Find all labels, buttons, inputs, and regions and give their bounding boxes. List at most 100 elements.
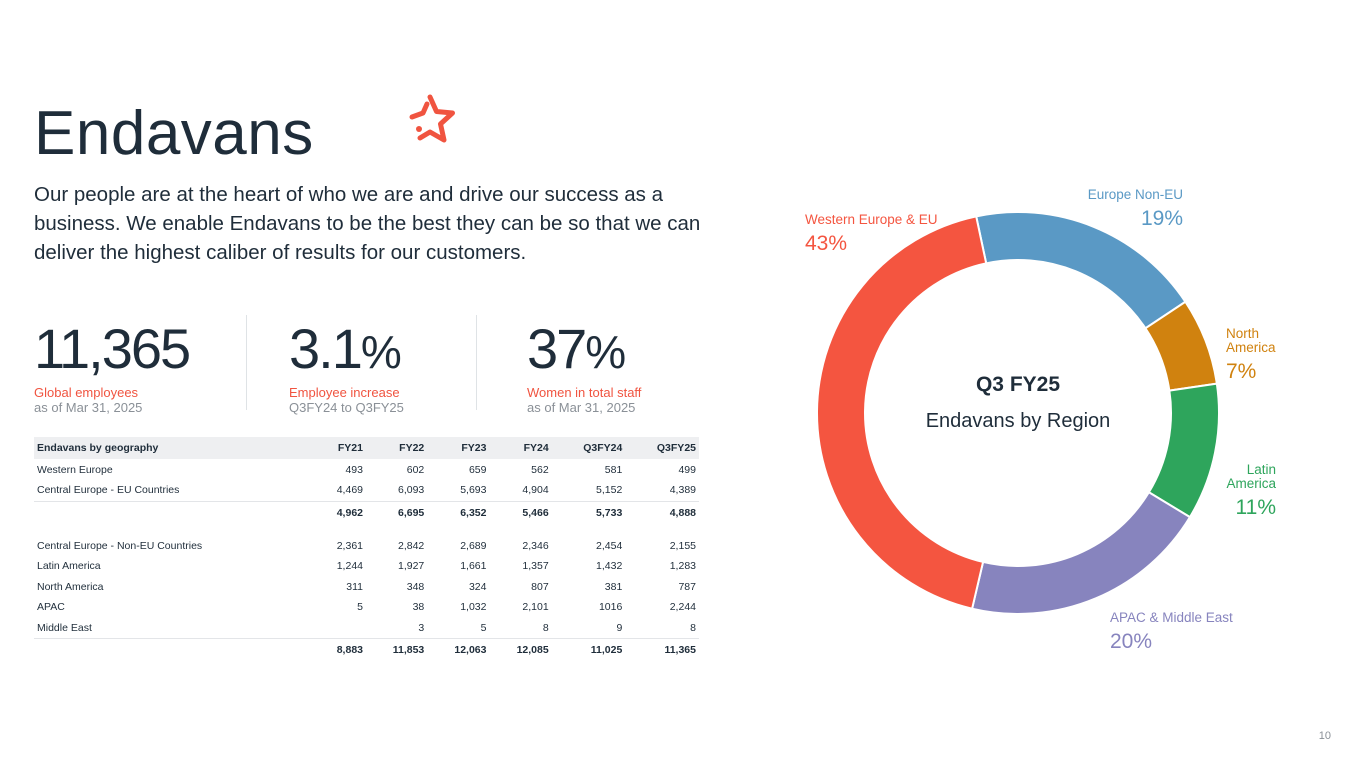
endava-star-logo-icon (409, 94, 455, 143)
slice-label: Europe Non-EU (1088, 187, 1183, 202)
kpi-employee-increase: 3.1% Employee increase Q3FY24 to Q3FY25 (289, 317, 404, 416)
slice-label: Latin (1247, 462, 1276, 477)
table-cell: 4,962 (313, 500, 366, 524)
table-row-label: North America (37, 580, 104, 593)
table-row-label (34, 524, 313, 536)
table-cell: 324 (468, 580, 487, 593)
table-cell: 8,883 (313, 638, 366, 661)
slice-value-label: 19% (1141, 207, 1183, 230)
table-header: FY24 (489, 437, 552, 459)
donut-slice-latin-america (1147, 382, 1220, 519)
table-cell (427, 524, 489, 536)
slice-label: Western Europe & EU (805, 212, 938, 227)
table-cell: 493 (345, 463, 363, 476)
table-cell: 6,093 (397, 484, 425, 497)
table-cell (366, 524, 427, 536)
table-cell: 2,689 (460, 539, 487, 552)
table-row: APAC 5 38 1,032 2,101 1016 2,244 (34, 597, 699, 618)
table-cell: 6,352 (427, 500, 490, 524)
kpi-women-staff: 37% Women in total staff as of Mar 31, 2… (527, 317, 642, 416)
table-row: Central Europe - EU Countries 4,469 6,093 5… (34, 480, 699, 501)
kpi-value: 37% (527, 317, 627, 380)
table-header: FY21 (313, 437, 366, 459)
table-cell: 807 (531, 580, 549, 593)
kpi-label: Women in total staff (527, 385, 642, 400)
table-cell: 3 (418, 621, 425, 634)
region-donut-chart: Europe Non-EU19%NorthAmerica7%LatinAmeri… (805, 187, 1276, 653)
table-cell: 4,888 (625, 500, 699, 524)
table-cell: 5,466 (489, 500, 552, 524)
table-header: FY22 (366, 437, 428, 459)
kpi-divider (246, 315, 247, 410)
page-title: Endavans (34, 99, 314, 168)
table-cell: 8 (690, 621, 696, 634)
table-cell: 659 (468, 463, 487, 476)
table-cell: 11,853 (366, 638, 428, 661)
table-header: Q3FY25 (625, 437, 699, 459)
table-row-label (34, 638, 314, 661)
kpi-global-employees: 11,365 Global employees as of Mar 31, 20… (34, 317, 191, 416)
chart-title: Q3 FY25 (976, 373, 1060, 396)
table-cell: 787 (678, 580, 696, 593)
table-cell: 1,661 (460, 560, 487, 573)
slice-value-label: 7% (1226, 360, 1256, 383)
table-row-label: Western Europe (37, 463, 113, 476)
table-row-label: Central Europe - EU Countries (37, 484, 180, 497)
geography-table: Endavans by geography FY21 FY22 FY23 FY2… (34, 437, 699, 661)
table-cell: 5 (480, 621, 487, 634)
slice-label: America (1226, 340, 1276, 355)
slice-value-label: 11% (1236, 496, 1276, 519)
table-header: FY23 (427, 437, 490, 459)
table-cell: 4,469 (336, 484, 363, 497)
table-cell: 2,155 (669, 539, 696, 552)
kpi-label: Employee increase (289, 385, 400, 400)
table-cell: 8 (542, 621, 549, 634)
table-row: Latin America 1,244 1,927 1,661 1,357 1,432 1,… (34, 556, 699, 577)
table-cell: 311 (346, 580, 363, 593)
table-cell: 5 (357, 601, 363, 614)
table-cell: 1,432 (596, 560, 623, 573)
table-cell: 4,389 (669, 484, 696, 497)
table-cell: 2,454 (596, 539, 623, 552)
slice-value-label: 43% (805, 232, 847, 255)
table-cell: 381 (604, 580, 623, 593)
table-cell (552, 524, 626, 536)
table-cell: 1,357 (522, 560, 549, 573)
table-cell (489, 524, 551, 536)
kpi-label: Global employees (34, 385, 139, 400)
subtotal-row: 4,962 6,695 6,352 5,466 5,733 4,888 (34, 500, 699, 524)
table-header: Endavans by geography (34, 437, 314, 459)
table-cell: 499 (678, 463, 696, 476)
table-cell: 2,361 (336, 539, 363, 552)
table-cell: 1,032 (460, 601, 487, 614)
table-row: North America 311 348 324 807 381 787 (34, 577, 699, 598)
page-number: 10 (1318, 730, 1331, 742)
table-row-label: Central Europe - Non-EU Countries (37, 539, 203, 552)
table-row-label: Middle East (37, 621, 92, 634)
table-row-label: Latin America (37, 560, 101, 573)
table-cell: 1,244 (336, 560, 363, 573)
kpi-value: 3.1% (289, 317, 402, 380)
table-cell: 4,904 (522, 484, 549, 497)
table-cell: 12,063 (427, 638, 490, 661)
table-cell: 5,152 (596, 484, 623, 497)
table-cell: 562 (531, 463, 549, 476)
table-cell: 2,244 (669, 601, 696, 614)
slice-label: North (1226, 326, 1259, 341)
table-cell: 1,283 (669, 560, 696, 573)
table-row: Central Europe - Non-EU Countries 2,361 2,… (34, 536, 699, 557)
table-cell: 602 (406, 463, 425, 476)
table-cell: 581 (604, 463, 623, 476)
table-cell: 9 (616, 621, 623, 634)
table-cell: 5,693 (460, 484, 487, 497)
donut-slice-apac-middle-east (970, 490, 1192, 615)
kpi-sub: Q3FY24 to Q3FY25 (289, 400, 404, 415)
table-cell (313, 618, 366, 639)
table-cell: 11,365 (625, 638, 699, 661)
table-row-label: APAC (37, 601, 65, 614)
kpi-value: 11,365 (34, 317, 191, 380)
slice-label: APAC & Middle East (1110, 610, 1233, 625)
table-row: Middle East 3 5 8 9 8 (34, 618, 699, 639)
intro-text: Our people are at the heart of who we ar… (34, 183, 701, 264)
slice-label: America (1226, 476, 1276, 491)
